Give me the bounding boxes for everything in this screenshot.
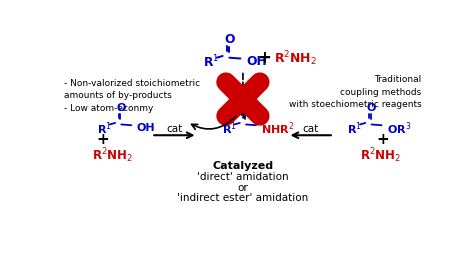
Text: Traditional: Traditional: [374, 75, 421, 84]
Text: 'direct' amidation: 'direct' amidation: [197, 172, 289, 182]
Text: R$^1$: R$^1$: [203, 54, 219, 70]
Text: - Low atom-econmy: - Low atom-econmy: [64, 104, 154, 113]
Text: R$^2$NH$_2$: R$^2$NH$_2$: [274, 49, 317, 67]
Text: cat: cat: [166, 124, 182, 134]
Text: O: O: [241, 103, 251, 113]
Text: - Non-valorized stoichiometric: - Non-valorized stoichiometric: [64, 79, 201, 88]
Text: R$^1$: R$^1$: [97, 120, 112, 137]
Text: OH: OH: [137, 123, 155, 133]
Text: coupling methods: coupling methods: [340, 88, 421, 97]
Text: R$^1$: R$^1$: [222, 120, 237, 137]
Text: O: O: [117, 103, 126, 113]
Text: OR$^3$: OR$^3$: [387, 120, 411, 137]
Text: R$^2$NH$_2$: R$^2$NH$_2$: [92, 146, 133, 165]
Text: with stoechiometric reagents: with stoechiometric reagents: [289, 100, 421, 109]
Text: R$^2$NH$_2$: R$^2$NH$_2$: [360, 146, 400, 165]
Text: or: or: [237, 183, 248, 193]
Text: Catalyzed: Catalyzed: [212, 161, 273, 171]
Text: +: +: [376, 132, 389, 147]
Text: amounts of by-products: amounts of by-products: [64, 92, 172, 101]
Text: R$^1$: R$^1$: [347, 120, 362, 137]
FancyArrowPatch shape: [191, 116, 236, 129]
Text: O: O: [367, 103, 376, 113]
Text: 'indirect ester' amidation: 'indirect ester' amidation: [177, 193, 309, 203]
Text: NHR$^2$: NHR$^2$: [261, 120, 294, 137]
Text: +: +: [96, 132, 109, 147]
Text: cat: cat: [302, 124, 319, 134]
Text: +: +: [257, 49, 272, 67]
Text: OH: OH: [246, 55, 267, 68]
Text: O: O: [224, 33, 235, 46]
